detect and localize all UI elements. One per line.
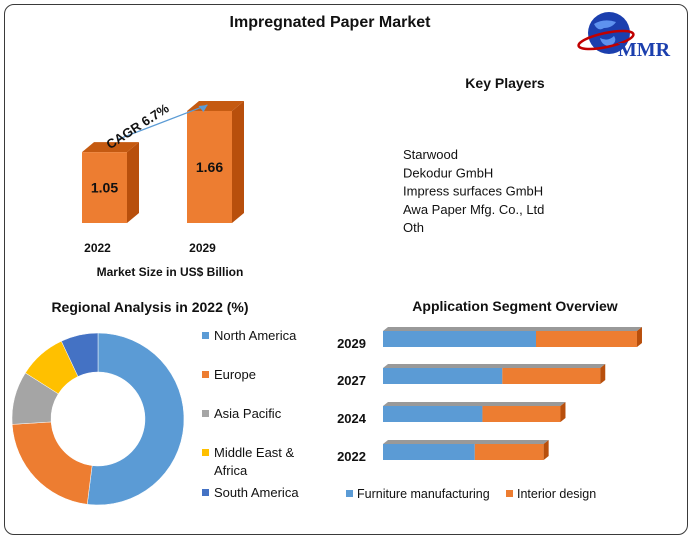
key-player-item: Dekodur GmbH <box>403 165 493 180</box>
market-value-label: 1.05 <box>91 180 118 196</box>
mmr-logo: MMR <box>577 12 671 61</box>
donut-slice-south-america <box>61 332 99 377</box>
application-segment-chart: 2029 2027 2024 2022 <box>337 327 642 464</box>
chart-frame <box>4 4 688 535</box>
legend-swatch <box>202 489 209 496</box>
segment-year-label: 2022 <box>337 449 366 464</box>
legend-item: Middle East & Africa <box>202 445 295 478</box>
legend-label: South America <box>214 485 299 500</box>
segment-interior <box>474 444 544 460</box>
legend-swatch <box>202 449 209 456</box>
key-player-item: Oth <box>403 220 424 235</box>
market-value-label: 1.66 <box>196 159 223 175</box>
segment-furniture <box>383 406 483 422</box>
market-bar-2022: 1.05 <box>82 142 139 223</box>
market-year-label: 2022 <box>84 241 111 255</box>
segment-interior <box>502 368 601 384</box>
segment-year-label: 2024 <box>337 411 367 426</box>
regional-legend: North America Europe Asia Pacific Middle Ea… <box>202 328 299 500</box>
legend-swatch <box>506 490 513 497</box>
segment-furniture <box>383 368 503 384</box>
key-player-item: Impress surfaces GmbH <box>403 184 543 199</box>
cagr-arrow <box>118 104 208 140</box>
legend-label: Africa <box>214 463 248 478</box>
page-title: Impregnated Paper Market <box>230 14 432 31</box>
market-bar-2029: 1.66 <box>187 100 244 223</box>
legend-swatch <box>346 490 353 497</box>
legend-swatch <box>202 371 209 378</box>
key-players-list: Starwood Dekodur GmbH Impress surfaces Gmb… <box>403 147 544 235</box>
application-title: Application Segment Overview <box>412 298 617 314</box>
legend-label: Furniture manufacturing <box>357 487 490 501</box>
legend-item: North America <box>202 328 297 343</box>
key-player-item: Starwood <box>403 147 458 162</box>
legend-label: Interior design <box>517 487 596 501</box>
legend-label: Middle East & <box>214 445 295 460</box>
key-player-item: Awa Paper Mfg. Co., Ltd <box>403 202 544 217</box>
segment-interior <box>536 331 637 347</box>
segment-interior <box>482 406 561 422</box>
logo-text: MMR <box>618 39 671 61</box>
segment-bar-2022 <box>383 440 549 460</box>
legend-item: Europe <box>202 367 256 382</box>
regional-donut-chart <box>11 332 185 506</box>
segment-legend-item: Furniture manufacturing <box>346 487 490 501</box>
legend-label: North America <box>214 328 297 343</box>
key-players-heading: Key Players <box>465 75 545 91</box>
segment-bar-2029 <box>383 327 642 347</box>
segment-furniture <box>383 444 475 460</box>
segment-legend-item: Interior design <box>506 487 596 501</box>
segment-year-label: 2027 <box>337 373 366 388</box>
legend-item: Asia Pacific <box>202 406 282 421</box>
market-year-label: 2029 <box>189 241 216 255</box>
segment-furniture <box>383 331 536 347</box>
legend-label: Asia Pacific <box>214 406 282 421</box>
regional-title: Regional Analysis in 2022 (%) <box>51 299 248 315</box>
segment-bar-2027 <box>383 364 606 384</box>
market-size-label: Market Size in US$ Billion <box>97 265 244 279</box>
legend-label: Europe <box>214 367 256 382</box>
legend-swatch <box>202 332 209 339</box>
donut-slice-europe <box>11 421 93 505</box>
segment-year-label: 2029 <box>337 336 366 351</box>
legend-item: South America <box>202 485 299 500</box>
legend-swatch <box>202 410 209 417</box>
donut-slice-north-america <box>86 332 185 506</box>
application-legend: Furniture manufacturing Interior design <box>346 487 596 501</box>
segment-bar-2024 <box>383 402 566 422</box>
